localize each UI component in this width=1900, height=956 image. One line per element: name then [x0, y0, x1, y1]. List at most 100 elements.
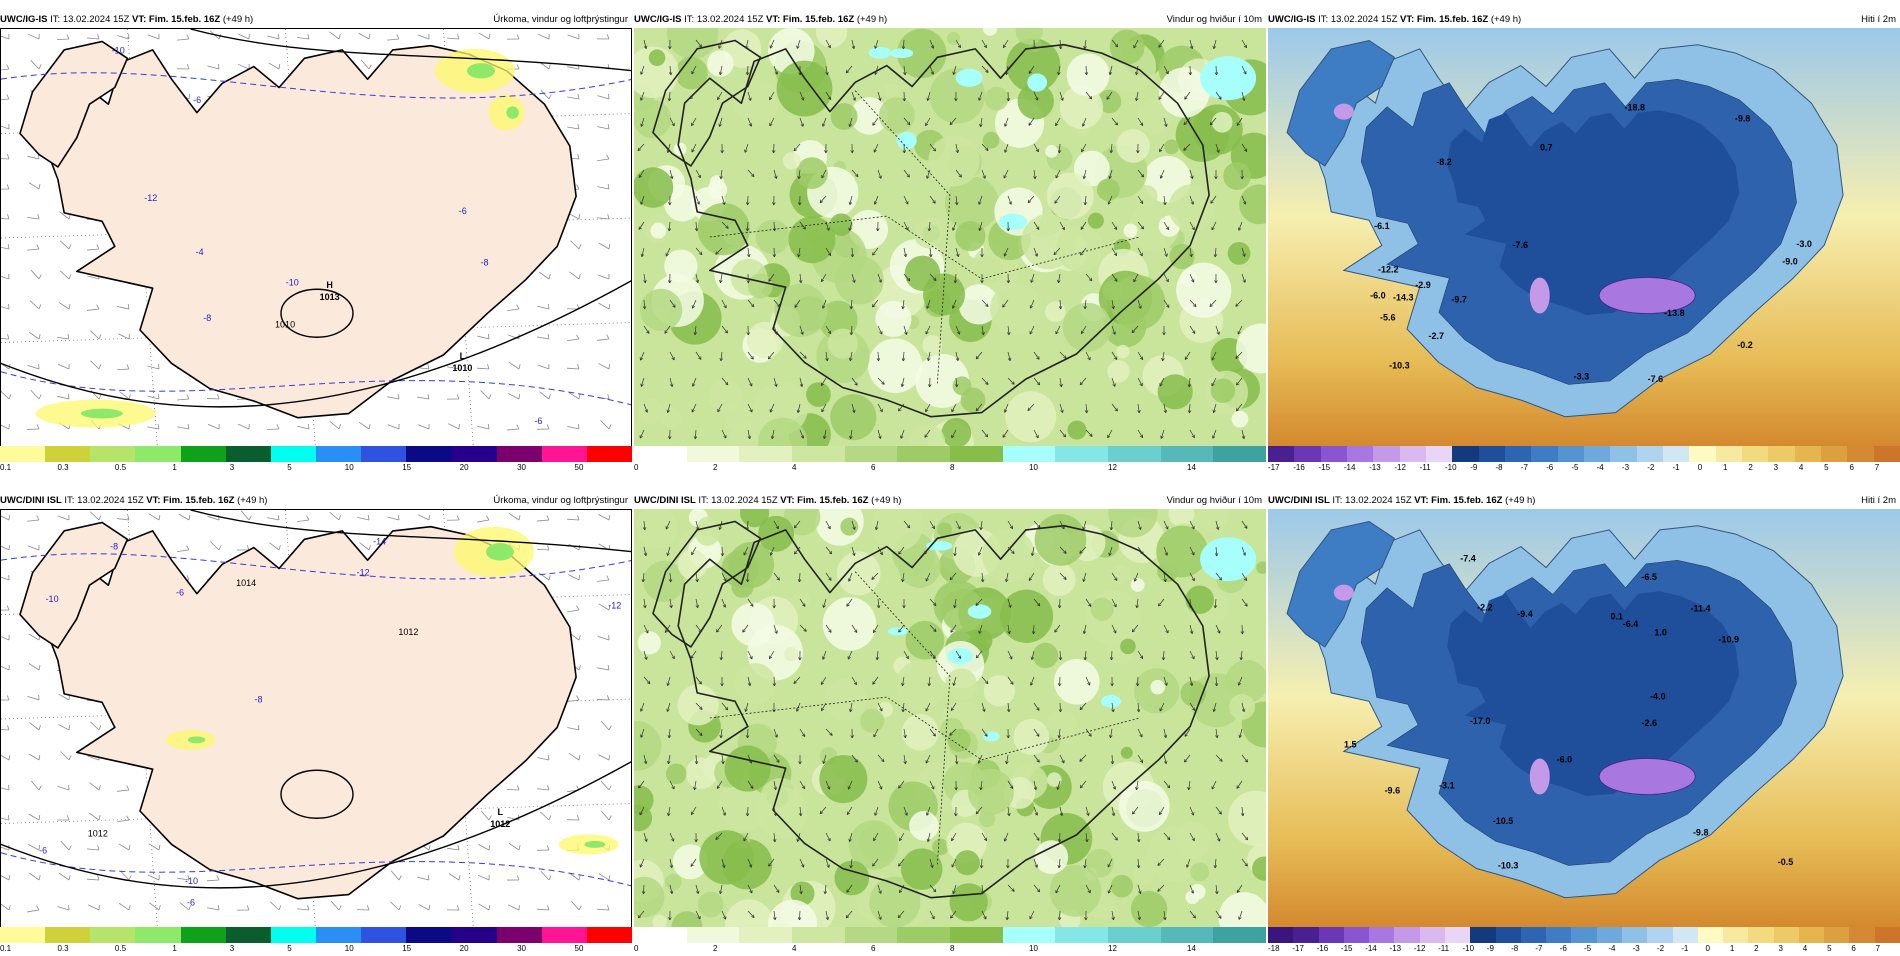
colorbar-tick-label: 0: [1706, 944, 1710, 953]
colorbar-tick-label: 20: [460, 463, 469, 472]
map-panel-wind: UWC/IG-IS IT: 13.02.2024 15Z VT: Fim. 15…: [634, 12, 1266, 475]
colorbar-tick-label: 0.1: [0, 944, 11, 953]
vt-label: VT:: [146, 495, 160, 506]
colorbar-tick-label: 2: [1748, 463, 1752, 472]
colorbar-swatch: [1470, 927, 1495, 943]
isotherm-label: -10: [46, 594, 59, 604]
colorbar-swatch: [1799, 927, 1824, 943]
colorbar-tick-label: -1: [1672, 463, 1679, 472]
temperature-value-label: -18.8: [1625, 103, 1646, 113]
colorbar-swatch: [1161, 446, 1214, 462]
colorbar-swatch: [1663, 446, 1689, 462]
isotherm-label: -6: [176, 588, 184, 598]
pressure-center-letter: L: [498, 807, 504, 817]
init-time: 13.02.2024 15Z: [1345, 495, 1412, 506]
colorbar-swatch: [1319, 927, 1344, 943]
colorbar-tick-label: -11: [1438, 944, 1449, 953]
colorbar-tick-label: -14: [1344, 463, 1356, 472]
valid-time: Fim. 15.feb. 16Z: [1431, 495, 1502, 506]
map-area[interactable]: [634, 509, 1266, 927]
pressure-center-value: 1012: [490, 819, 510, 829]
isobar-label: 1014: [236, 578, 256, 588]
colorbar-swatch: [1597, 927, 1622, 943]
temperature-value-label: -9.0: [1782, 256, 1798, 266]
colorbar-tick-label: 0: [634, 944, 638, 953]
colorbar-swatch: [687, 927, 740, 943]
colorbar-tick-label: 6: [871, 463, 875, 472]
colorbar-tick-label: 1: [172, 944, 176, 953]
colorbar-swatch: [792, 446, 845, 462]
colorbar-swatch: [687, 446, 740, 462]
colorbar-tick-label: 0.3: [57, 944, 68, 953]
colorbar-swatch: [1521, 927, 1546, 943]
colorbar-swatch: [135, 927, 180, 943]
colorbar-swatch: [1689, 446, 1715, 462]
colorbar-tick-label: 0.5: [115, 944, 126, 953]
isotherm-label: -10: [112, 46, 125, 56]
temperature-value-label: -5.6: [1380, 313, 1396, 323]
colorbar-tick-label: -6: [1560, 944, 1567, 953]
model-name: UWC/DINI ISL: [1268, 495, 1330, 506]
map-svg: -13.8-3.0-7.6-6.1-6.0-3.3-0.2-7.6-9.00.7…: [1268, 28, 1900, 446]
colorbar-swatch: [90, 446, 135, 462]
colorbar-swatch: [1716, 446, 1742, 462]
temperature-value-label: -2.9: [1415, 280, 1431, 290]
temperature-value-label: 0.1: [1611, 611, 1624, 621]
colorbar-tick-label: 0: [634, 463, 638, 472]
temperature-value-label: -6.4: [1623, 619, 1639, 629]
temperature-value-label: -2.6: [1642, 718, 1658, 728]
colorbar-tick-label: -5: [1571, 463, 1578, 472]
temperature-value-label: -9.6: [1385, 786, 1401, 796]
colorbar-swatch: [634, 446, 687, 462]
map-area[interactable]: [634, 28, 1266, 446]
temperature-value-label: 0.7: [1540, 143, 1553, 153]
isotherm-label: -8: [481, 257, 489, 267]
temperature-value-label: -0.5: [1778, 857, 1794, 867]
colorbar-swatch: [587, 446, 632, 462]
colorbar-swatch: [634, 927, 687, 943]
colorbar-swatch: [226, 446, 271, 462]
init-time: 13.02.2024 15Z: [711, 495, 778, 506]
colorbar-tick-label: 8: [950, 463, 954, 472]
temperature-value-label: -6.0: [1557, 755, 1573, 765]
temperature-value-label: -2.2: [1477, 602, 1493, 612]
colorbar-tick-label: -13: [1369, 463, 1381, 472]
isotherm-label: -6: [187, 898, 195, 908]
colorbar-swatch: [792, 927, 845, 943]
colorbar-swatch: [1742, 446, 1768, 462]
colorbar-tick-label: 10: [345, 944, 354, 953]
colorbar-swatch: [497, 446, 542, 462]
colorbar-swatch: [45, 446, 90, 462]
colorbar-swatch: [0, 446, 45, 462]
colorbar-swatch: [1546, 927, 1571, 943]
colorbar-swatch: [1847, 446, 1873, 462]
colorbar-tick-label: -7: [1521, 463, 1528, 472]
colorbar-swatch: [1344, 927, 1369, 943]
temperature-value-label: -3.1: [1439, 780, 1455, 790]
colorbar-tick-label: 5: [1827, 944, 1831, 953]
map-svg: -10.9-9.4-3.1-6.5-6.0-7.40.1-9.8-2.2-0.5…: [1268, 509, 1900, 927]
colorbar-swatch: [1698, 927, 1723, 943]
colorbar-tick-label: 14: [1187, 463, 1196, 472]
map-svg: [634, 509, 1266, 927]
colorbar-tick-label: 7: [1875, 463, 1879, 472]
colorbar-swatch: [1394, 927, 1419, 943]
model-name: UWC/IG-IS: [1268, 14, 1316, 25]
colorbar-swatch: [1161, 927, 1214, 943]
colorbar-tick-label: 6: [1849, 463, 1853, 472]
valid-time: Fim. 15.feb. 16Z: [783, 14, 854, 25]
colorbar-tick-label: -14: [1365, 944, 1377, 953]
colorbar-swatch: [361, 927, 406, 943]
colorbar-swatch: [406, 927, 451, 943]
colorbar-swatch: [1496, 927, 1521, 943]
colorbar-tick-label: -15: [1319, 463, 1331, 472]
vt-label: VT:: [780, 495, 794, 506]
temperature-value-label: -3.3: [1574, 371, 1590, 381]
temperature-value-label: -9.7: [1451, 295, 1467, 305]
temperature-value-label: -10.3: [1389, 360, 1410, 370]
panel-header: UWC/IG-IS IT: 13.02.2024 15Z VT: Fim. 15…: [634, 12, 1266, 28]
